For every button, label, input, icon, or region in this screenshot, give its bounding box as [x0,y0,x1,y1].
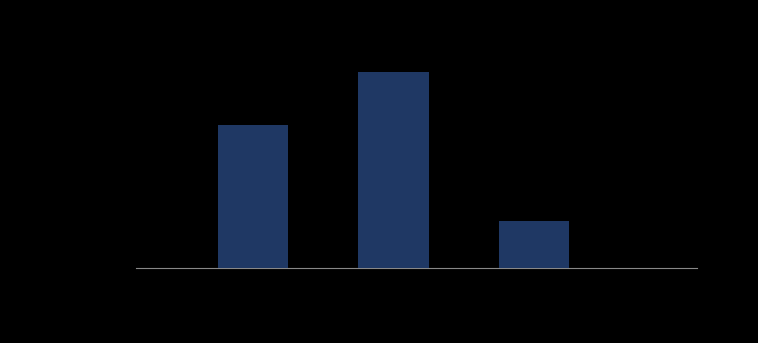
Bar [499,221,568,268]
Bar [218,125,288,268]
Bar [359,72,428,268]
